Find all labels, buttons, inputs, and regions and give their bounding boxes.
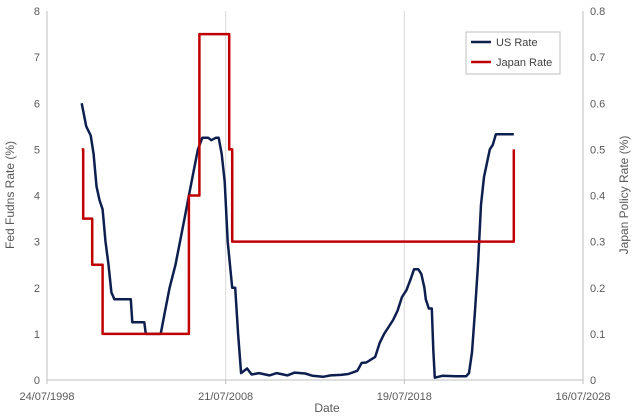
y-left-tick-label: 6	[34, 98, 40, 110]
y-left-tick-label: 7	[34, 52, 40, 64]
y-right-tick-label: 0.5	[590, 144, 605, 156]
y-left-tick-label: 5	[34, 144, 40, 156]
y-right-tick-label: 0	[590, 375, 596, 387]
series-line-us-rate	[80, 103, 514, 379]
x-axis-title: Date	[314, 401, 340, 415]
series-layer	[80, 32, 516, 379]
series-line-japan-rate	[81, 32, 516, 336]
y-left-tick-label: 3	[34, 237, 40, 249]
y-right-tick-label: 0.1	[590, 329, 605, 341]
legend-box	[465, 31, 561, 75]
legend-label-japan-rate: Japan Rate	[496, 57, 552, 69]
y-right-tick-label: 0.4	[590, 191, 605, 203]
x-tick-label: 21/07/2008	[198, 391, 253, 403]
y-left-tick-label: 8	[34, 6, 40, 18]
y-right-tick-label: 0.7	[590, 52, 605, 64]
y-axis-right-title: Japan Policy Rate (%)	[617, 136, 631, 255]
y-right-tick-label: 0.8	[590, 6, 605, 18]
legend: US Rate Japan Rate	[465, 31, 561, 75]
axes	[46, 11, 584, 384]
y-left-tick-label: 2	[34, 283, 40, 295]
x-tick-label: 16/07/2028	[555, 391, 610, 403]
y-right-tick-label: 0.6	[590, 98, 605, 110]
x-tick-label: 24/07/1998	[19, 391, 74, 403]
y-left-tick-label: 0	[34, 375, 40, 387]
y-right-tick-label: 0.2	[590, 283, 605, 295]
y-left-tick-label: 1	[34, 329, 40, 341]
y-right-tick-label: 0.3	[590, 237, 605, 249]
y-axis-left-title: Fed Fudns Rate (%)	[3, 141, 17, 249]
legend-label-us-rate: US Rate	[496, 37, 538, 49]
tick-labels: 24/07/1998 21/07/2008 19/07/2018 16/07/2028…	[19, 6, 610, 403]
x-tick-label: 19/07/2018	[377, 391, 432, 403]
y-left-tick-label: 4	[34, 191, 40, 203]
